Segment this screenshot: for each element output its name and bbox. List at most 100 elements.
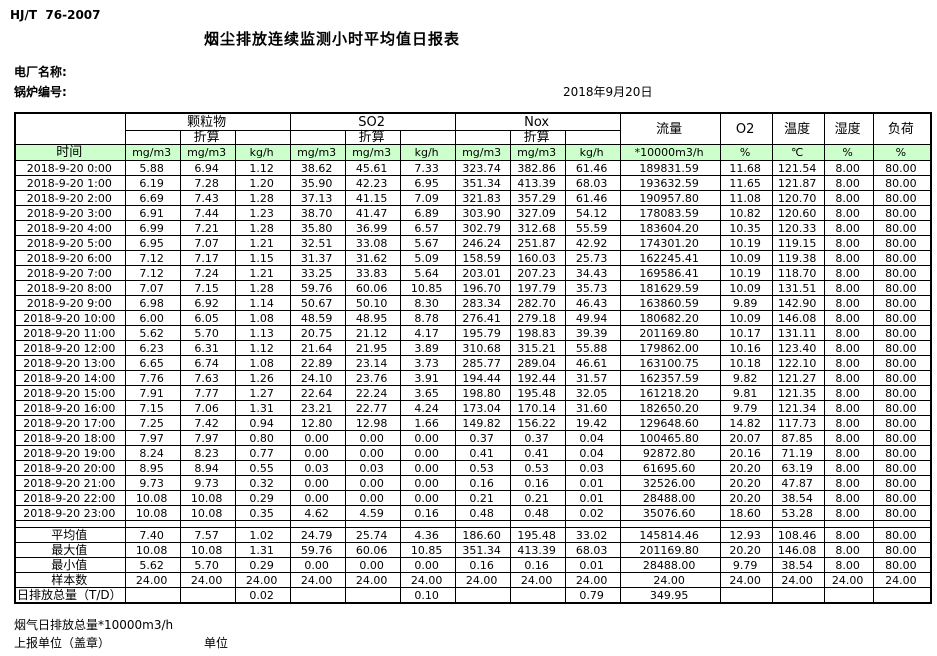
- value-cell: 0.04: [564, 445, 621, 461]
- value-cell: 11.65: [719, 175, 773, 191]
- value-cell: 33.02: [564, 527, 621, 543]
- value-cell: [771, 587, 825, 604]
- value-cell: 131.51: [771, 280, 825, 296]
- value-cell: 351.34: [454, 542, 511, 558]
- value-cell: 8.00: [823, 475, 874, 491]
- value-cell: 413.39: [509, 175, 566, 191]
- col-head-load: 负荷: [872, 112, 932, 145]
- value-cell: 49.94: [564, 310, 621, 326]
- value-cell: 54.12: [564, 205, 621, 221]
- value-cell: 80.00: [872, 505, 932, 521]
- value-cell: 37.13: [289, 190, 346, 206]
- summary-row: 日排放总量（T/D） 0.02 0.10 0.79 349.95: [14, 587, 932, 604]
- converted-head-so2: 折算: [344, 130, 401, 145]
- table-row: 2018-9-20 17:00 7.25 7.42 0.94 12.80 12.98 1.6…: [14, 415, 932, 431]
- value-cell: 10.09: [719, 310, 773, 326]
- time-cell: 2018-9-20 19:00: [14, 445, 126, 461]
- value-cell: 0.48: [454, 505, 511, 521]
- value-cell: 186.60: [454, 527, 511, 543]
- col-head-temperature: 温度: [771, 112, 825, 145]
- value-cell: 11.08: [719, 190, 773, 206]
- value-cell: 0.41: [454, 445, 511, 461]
- time-cell: 2018-9-20 17:00: [14, 415, 126, 431]
- value-cell: 50.10: [344, 295, 401, 311]
- time-cell: 2018-9-20 20:00: [14, 460, 126, 476]
- time-cell: 2018-9-20 0:00: [14, 160, 126, 176]
- value-cell: 24.00: [344, 572, 401, 588]
- value-cell: 10.08: [124, 490, 181, 506]
- value-cell: 1.08: [234, 355, 291, 371]
- value-cell: 183604.20: [619, 220, 721, 236]
- value-cell: 9.89: [719, 295, 773, 311]
- value-cell: 7.63: [179, 370, 236, 386]
- value-cell: 283.34: [454, 295, 511, 311]
- value-cell: 9.82: [719, 370, 773, 386]
- report-date: 2018年9月20日: [563, 85, 653, 99]
- table-row: 2018-9-20 12:00 6.23 6.31 1.12 21.64 21.95 3.8…: [14, 340, 932, 356]
- value-cell: 10.09: [719, 250, 773, 266]
- value-cell: 118.70: [771, 265, 825, 281]
- value-cell: 10.17: [719, 325, 773, 341]
- value-cell: 7.97: [124, 430, 181, 446]
- value-cell: 8.00: [823, 265, 874, 281]
- value-cell: 1.15: [234, 250, 291, 266]
- value-cell: 60.06: [344, 280, 401, 296]
- value-cell: 7.06: [179, 400, 236, 416]
- value-cell: 6.74: [179, 355, 236, 371]
- value-cell: 25.74: [344, 527, 401, 543]
- value-cell: 327.09: [509, 205, 566, 221]
- summary-row: 平均值 7.40 7.57 1.02 24.79 25.74 4.36 186.60 195.4…: [14, 527, 932, 543]
- value-cell: 0.00: [344, 557, 401, 573]
- table-row: 2018-9-20 0:00 5.88 6.94 1.12 38.62 45.61 7.33…: [14, 160, 932, 176]
- table-row: 2018-9-20 9:00 6.98 6.92 1.14 50.67 50.10 8.30…: [14, 295, 932, 311]
- value-cell: 9.79: [719, 557, 773, 573]
- time-col-blank-head: [14, 112, 126, 145]
- value-cell: 7.76: [124, 370, 181, 386]
- value-cell: 5.62: [124, 557, 181, 573]
- value-cell: 1.66: [399, 415, 456, 431]
- value-cell: 63.19: [771, 460, 825, 476]
- value-cell: 33.25: [289, 265, 346, 281]
- value-cell: 10.08: [179, 542, 236, 558]
- value-cell: 4.24: [399, 400, 456, 416]
- unit-label: 单位: [204, 636, 229, 650]
- value-cell: 8.23: [179, 445, 236, 461]
- value-cell: 9.73: [179, 475, 236, 491]
- summary-label-cell: 最小值: [14, 557, 126, 573]
- value-cell: 20.20: [719, 475, 773, 491]
- value-cell: 22.24: [344, 385, 401, 401]
- value-cell: 80.00: [872, 235, 932, 251]
- value-cell: 146.08: [771, 542, 825, 558]
- value-cell: 182650.20: [619, 400, 721, 416]
- value-cell: [344, 587, 401, 604]
- value-cell: 7.57: [179, 527, 236, 543]
- value-cell: 0.03: [344, 460, 401, 476]
- value-cell: 8.00: [823, 542, 874, 558]
- value-cell: 279.18: [509, 310, 566, 326]
- value-cell: 7.25: [124, 415, 181, 431]
- table-row: 2018-9-20 14:00 7.76 7.63 1.26 24.10 23.76 3.9…: [14, 370, 932, 386]
- value-cell: 8.00: [823, 235, 874, 251]
- value-cell: 28488.00: [619, 557, 721, 573]
- value-cell: 8.00: [823, 527, 874, 543]
- value-cell: 24.00: [289, 572, 346, 588]
- value-cell: 24.10: [289, 370, 346, 386]
- value-cell: 8.00: [823, 355, 874, 371]
- table-row: 2018-9-20 4:00 6.99 7.21 1.28 35.80 36.99 6.57…: [14, 220, 932, 236]
- value-cell: 48.59: [289, 310, 346, 326]
- value-cell: 196.70: [454, 280, 511, 296]
- units-row: 时间 mg/m3 mg/m3 kg/h mg/m3 mg/m3 kg/h mg/…: [14, 144, 932, 161]
- value-cell: 21.12: [344, 325, 401, 341]
- value-cell: 0.53: [509, 460, 566, 476]
- value-cell: 0.32: [234, 475, 291, 491]
- value-cell: 8.94: [179, 460, 236, 476]
- value-cell: 7.07: [179, 235, 236, 251]
- value-cell: 8.00: [823, 325, 874, 341]
- value-cell: 7.44: [179, 205, 236, 221]
- value-cell: 92872.80: [619, 445, 721, 461]
- value-cell: 174301.20: [619, 235, 721, 251]
- value-cell: 7.12: [124, 250, 181, 266]
- value-cell: 312.68: [509, 220, 566, 236]
- value-cell: 7.28: [179, 175, 236, 191]
- value-cell: 23.21: [289, 400, 346, 416]
